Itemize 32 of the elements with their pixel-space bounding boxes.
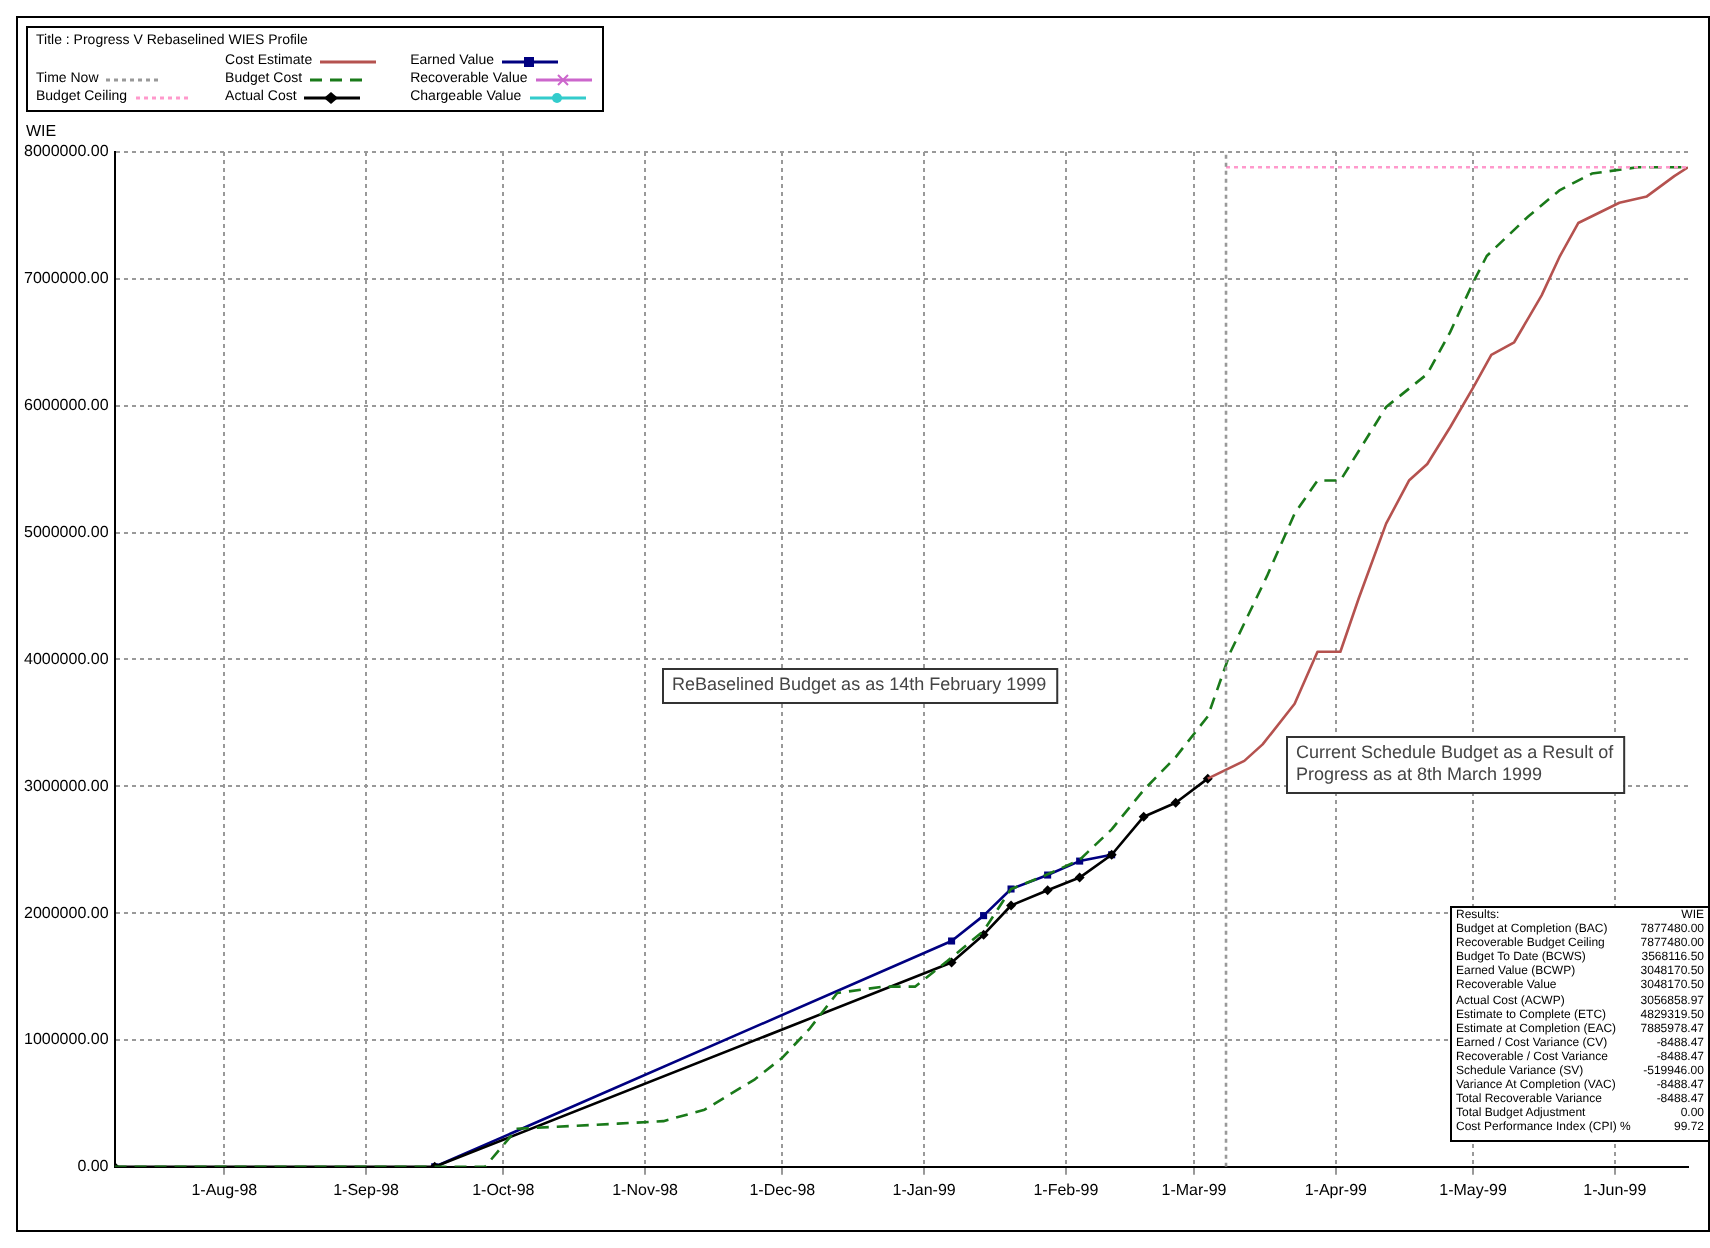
point [980, 912, 988, 920]
point [946, 957, 957, 968]
point [1042, 885, 1053, 896]
y-tick-label: 2000000.00 [24, 903, 110, 922]
y-tick-label: 6000000.00 [24, 396, 110, 415]
x-tick-label: 1-Aug-98 [191, 1180, 259, 1199]
x-tick-label: 1-May-99 [1439, 1180, 1508, 1199]
annotation: Current Schedule Budget as a Result of Progress as at 8th March 1999 [1296, 741, 1615, 784]
x-tick-label: 1-Sep-98 [333, 1180, 401, 1199]
point [978, 929, 989, 940]
y-tick-label: 3000000.00 [24, 776, 110, 795]
point [1170, 797, 1181, 808]
y-tick-label: 7000000.00 [24, 269, 110, 288]
x-tick-label: 1-Feb-99 [1033, 1180, 1100, 1199]
x-tick-label: 1-Jan-99 [892, 1180, 957, 1199]
x-tick-label: 1-Oct-98 [472, 1180, 536, 1199]
x-tick-label: 1-Jun-99 [1583, 1180, 1648, 1199]
x-tick-label: 1-Dec-98 [749, 1180, 817, 1199]
y-axis-title: WIE [26, 122, 57, 141]
x-tick-label: 1-Mar-99 [1161, 1180, 1228, 1199]
y-tick-label: 1000000.00 [24, 1030, 110, 1049]
y-tick-label: 0.00 [77, 1157, 110, 1176]
point [1006, 900, 1017, 911]
y-tick-label: 4000000.00 [24, 649, 110, 668]
point [1138, 811, 1149, 822]
x-tick-label: 1-Apr-99 [1304, 1180, 1369, 1199]
y-tick-label: 5000000.00 [24, 522, 110, 541]
y-tick-label: 8000000.00 [24, 142, 110, 161]
point [948, 937, 956, 945]
x-tick-label: 1-Nov-98 [612, 1180, 680, 1199]
annotation: ReBaselined Budget as as 14th February 1999 [672, 673, 1047, 694]
point [1074, 872, 1085, 883]
